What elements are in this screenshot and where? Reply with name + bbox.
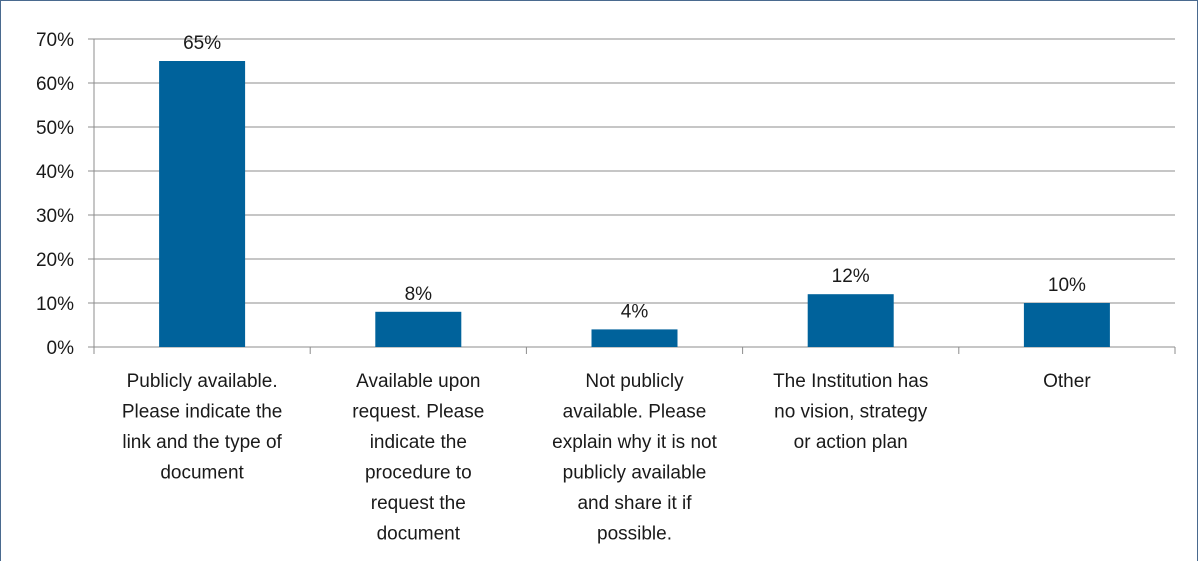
category-label-line: Available upon [356,371,480,392]
category-label-line: publicly available [563,463,707,484]
category-label-line: Other [1043,371,1091,392]
y-tick-label: 50% [36,118,74,139]
gridlines [94,38,1175,304]
data-label: 4% [621,301,649,322]
data-labels: 65% 8% 4% 12% 10% [183,33,1086,322]
y-tick-label: 10% [36,294,74,315]
category-label-line: or action plan [794,432,908,453]
category-label-line: indicate the [370,432,467,453]
category-label-line: and share it if [577,493,692,514]
category-label: Publicly available. Please indicate the li… [122,371,283,484]
category-label: Not publicly available. Please explain why… [552,371,717,545]
category-label-line: available. Please [563,402,707,423]
bar [159,61,246,347]
data-label: 8% [405,284,433,305]
category-labels: Publicly available. Please indicate the li… [122,371,1092,545]
category-label-line: explain why it is not [552,432,717,453]
category-label-line: Not publicly [585,371,684,392]
bar [375,311,462,347]
y-tick-label: 60% [36,74,74,95]
bars [159,61,1110,347]
category-label-line: request. Please [352,402,484,423]
data-label: 10% [1048,275,1086,296]
category-label: The Institution has no vision, strategy or… [773,371,928,453]
category-label: Available upon request. Please indicate th… [352,371,484,545]
category-label-line: request the [371,493,466,514]
y-tick-label: 70% [36,30,74,51]
y-tick-label: 0% [47,338,75,359]
category-label-line: procedure to [365,463,472,484]
y-tick-label: 30% [36,206,74,227]
category-label-line: document [160,463,244,484]
y-tick-labels: 0% 10% 20% 30% 40% 50% 60% 70% [36,30,74,359]
category-label-line: The Institution has [773,371,928,392]
category-label-line: no vision, strategy [774,402,928,423]
y-tick-label: 20% [36,250,74,271]
category-label: Other [1043,371,1091,392]
y-tick-label: 40% [36,162,74,183]
data-label: 12% [832,266,870,287]
bar [807,294,894,347]
category-label-line: Please indicate the [122,402,283,423]
category-label-line: link and the type of [122,432,282,453]
category-label-line: possible. [597,524,672,545]
category-label-line: document [377,524,461,545]
bar [1023,303,1110,347]
bar [591,329,678,347]
category-label-line: Publicly available. [127,371,278,392]
data-label: 65% [183,33,221,54]
